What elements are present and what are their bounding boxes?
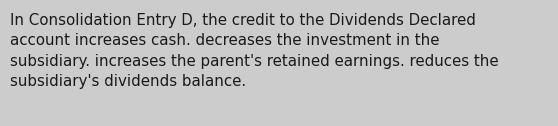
Text: In Consolidation Entry D, the credit to the Dividends Declared
account increases: In Consolidation Entry D, the credit to …	[10, 13, 499, 89]
